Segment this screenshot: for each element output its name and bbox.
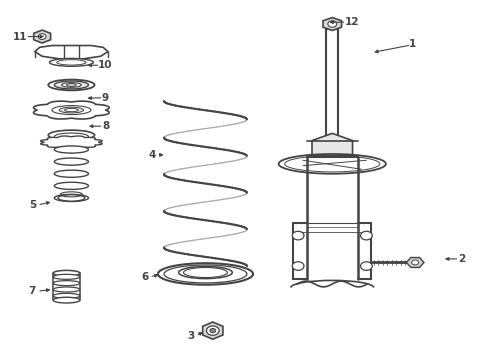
Text: 8: 8 xyxy=(102,121,109,131)
Text: 12: 12 xyxy=(344,17,358,27)
Text: 7: 7 xyxy=(29,286,36,296)
Polygon shape xyxy=(311,134,352,162)
Circle shape xyxy=(292,231,304,240)
Ellipse shape xyxy=(48,80,94,90)
Ellipse shape xyxy=(53,297,80,303)
Polygon shape xyxy=(35,45,108,59)
Ellipse shape xyxy=(61,83,81,87)
Ellipse shape xyxy=(54,194,88,202)
Ellipse shape xyxy=(49,58,93,66)
Circle shape xyxy=(209,328,215,333)
Text: 3: 3 xyxy=(187,331,194,341)
Circle shape xyxy=(360,262,371,270)
Circle shape xyxy=(411,260,418,265)
Text: 9: 9 xyxy=(102,93,109,103)
Polygon shape xyxy=(34,101,109,119)
Text: 10: 10 xyxy=(98,60,113,70)
Ellipse shape xyxy=(178,266,232,279)
Ellipse shape xyxy=(48,130,94,140)
Ellipse shape xyxy=(54,182,88,189)
Ellipse shape xyxy=(54,158,88,165)
Ellipse shape xyxy=(53,287,80,292)
Polygon shape xyxy=(34,30,50,43)
Ellipse shape xyxy=(53,274,80,279)
Circle shape xyxy=(206,326,219,335)
Circle shape xyxy=(360,231,371,240)
Ellipse shape xyxy=(53,270,80,276)
Ellipse shape xyxy=(54,81,88,89)
Text: 6: 6 xyxy=(141,272,148,282)
Text: 11: 11 xyxy=(13,32,27,41)
Ellipse shape xyxy=(64,108,78,112)
Ellipse shape xyxy=(53,281,80,286)
Circle shape xyxy=(38,34,46,40)
Polygon shape xyxy=(406,257,423,267)
Text: 1: 1 xyxy=(408,39,415,49)
Circle shape xyxy=(327,21,336,27)
Ellipse shape xyxy=(58,195,84,201)
Polygon shape xyxy=(322,18,341,31)
Ellipse shape xyxy=(59,107,83,113)
Text: 2: 2 xyxy=(457,254,464,264)
Ellipse shape xyxy=(53,293,80,298)
Polygon shape xyxy=(41,136,102,149)
Ellipse shape xyxy=(278,154,385,174)
Polygon shape xyxy=(202,322,223,339)
Circle shape xyxy=(292,262,304,270)
Ellipse shape xyxy=(158,263,252,285)
Ellipse shape xyxy=(66,84,76,86)
Ellipse shape xyxy=(54,146,88,153)
Text: 4: 4 xyxy=(148,150,155,160)
Ellipse shape xyxy=(52,105,91,114)
Ellipse shape xyxy=(54,170,88,177)
Text: 5: 5 xyxy=(29,200,36,210)
